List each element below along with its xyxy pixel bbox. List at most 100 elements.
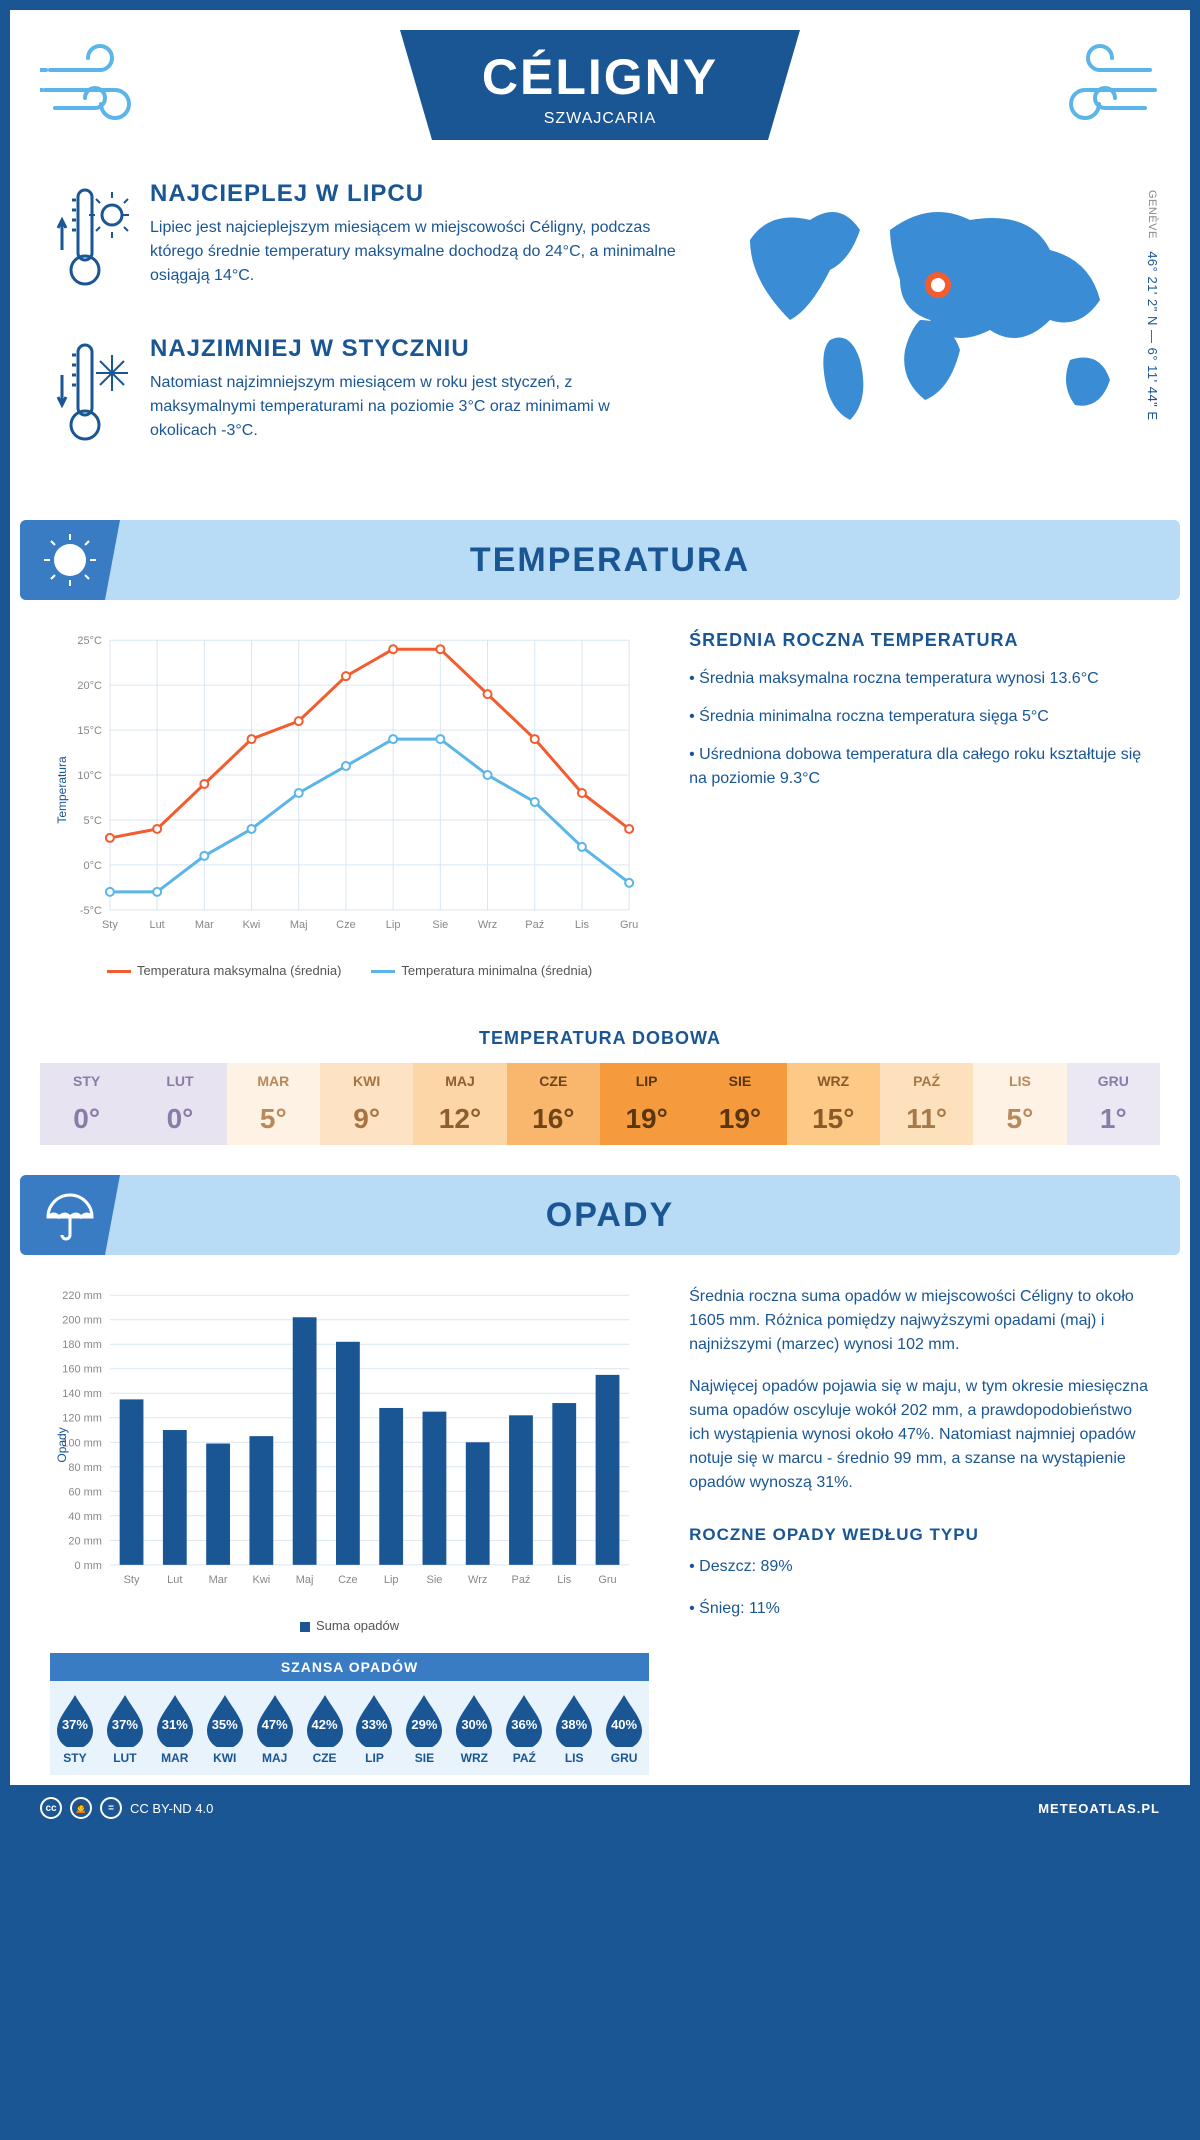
svg-text:Maj: Maj <box>290 919 308 931</box>
precip-p1: Średnia roczna suma opadów w miejscowośc… <box>689 1285 1150 1357</box>
daily-cell: LUT0° <box>133 1063 226 1145</box>
svg-text:80 mm: 80 mm <box>68 1462 102 1474</box>
chance-cell: 30%WRZ <box>449 1691 499 1765</box>
coords-text: 46° 21' 2" N — 6° 11' 44" E <box>1145 251 1160 420</box>
svg-text:0 mm: 0 mm <box>75 1560 102 1572</box>
fact-cold-title: NAJZIMNIEJ W STYCZNIU <box>150 335 680 363</box>
daily-temp-title: TEMPERATURA DOBOWA <box>10 1028 1190 1049</box>
section-precipitation: OPADY <box>20 1175 1180 1255</box>
coordinates: GENÈVE 46° 21' 2" N — 6° 11' 44" E <box>1145 190 1160 421</box>
chance-cell: 37%LUT <box>100 1691 150 1765</box>
license-text: CC BY-ND 4.0 <box>130 1801 213 1816</box>
svg-text:10°C: 10°C <box>77 770 102 782</box>
site-name: METEOATLAS.PL <box>1038 1801 1160 1816</box>
chance-cell: 35%KWI <box>200 1691 250 1765</box>
region-label: GENÈVE <box>1146 190 1158 239</box>
svg-text:25°C: 25°C <box>77 635 102 647</box>
daily-cell: SIE19° <box>693 1063 786 1145</box>
svg-text:Mar: Mar <box>209 1574 228 1586</box>
umbrella-icon <box>20 1175 120 1255</box>
svg-text:160 mm: 160 mm <box>62 1364 102 1376</box>
svg-text:Temperatura: Temperatura <box>55 756 69 824</box>
wind-decor-right <box>1040 40 1160 130</box>
precipitation-info: Średnia roczna suma opadów w miejscowośc… <box>689 1285 1150 1775</box>
type-title: ROCZNE OPADY WEDŁUG TYPU <box>689 1525 1150 1545</box>
svg-text:220 mm: 220 mm <box>62 1290 102 1302</box>
top-section: NAJCIEPLEJ W LIPCU Lipiec jest najcieple… <box>10 150 1190 520</box>
temp-info-p2: • Uśredniona dobowa temperatura dla całe… <box>689 743 1150 791</box>
facts-column: NAJCIEPLEJ W LIPCU Lipiec jest najcieple… <box>50 180 680 490</box>
city-title: CÉLIGNY <box>460 48 740 106</box>
temp-legend: Temperatura maksymalna (średnia) Tempera… <box>50 963 649 978</box>
section-temperature: TEMPERATURA <box>20 520 1180 600</box>
chance-cell: 31%MAR <box>150 1691 200 1765</box>
chance-cell: 29%SIE <box>399 1691 449 1765</box>
precipitation-body: 0 mm20 mm40 mm60 mm80 mm100 mm120 mm140 … <box>10 1255 1190 1785</box>
svg-text:180 mm: 180 mm <box>62 1339 102 1351</box>
nd-icon: = <box>100 1797 122 1819</box>
svg-text:60 mm: 60 mm <box>68 1486 102 1498</box>
fact-cold-text: Natomiast najzimniejszym miesiącem w rok… <box>150 371 680 443</box>
header: CÉLIGNY SZWAJCARIA <box>10 10 1190 150</box>
by-icon: 🙍 <box>70 1797 92 1819</box>
svg-text:0°C: 0°C <box>84 860 102 872</box>
type-rain: • Deszcz: 89% <box>689 1555 1150 1579</box>
svg-text:5°C: 5°C <box>84 815 102 827</box>
temp-info-p1: • Średnia minimalna roczna temperatura s… <box>689 705 1150 729</box>
legend-max: Temperatura maksymalna (średnia) <box>137 963 341 978</box>
chance-cell: 47%MAJ <box>250 1691 300 1765</box>
svg-text:Kwi: Kwi <box>253 1574 271 1586</box>
chance-cell: 36%PAŹ <box>499 1691 549 1765</box>
title-band: CÉLIGNY SZWAJCARIA <box>400 30 800 140</box>
svg-text:Lip: Lip <box>384 1574 399 1586</box>
map-column: GENÈVE 46° 21' 2" N — 6° 11' 44" E <box>710 180 1150 490</box>
svg-text:Sty: Sty <box>102 919 118 931</box>
svg-text:Wrz: Wrz <box>478 919 497 931</box>
daily-cell: GRU1° <box>1067 1063 1160 1145</box>
svg-text:Paź: Paź <box>525 919 544 931</box>
svg-text:Lis: Lis <box>575 919 590 931</box>
daily-cell: PAŹ11° <box>880 1063 973 1145</box>
section-temp-title: TEMPERATURA <box>120 541 1180 580</box>
daily-cell: LIS5° <box>973 1063 1066 1145</box>
svg-text:Lut: Lut <box>149 919 164 931</box>
svg-text:Lut: Lut <box>167 1574 182 1586</box>
svg-text:Sie: Sie <box>432 919 448 931</box>
svg-text:Gru: Gru <box>620 919 638 931</box>
daily-cell: CZE16° <box>507 1063 600 1145</box>
temp-info-p0: • Średnia maksymalna roczna temperatura … <box>689 667 1150 691</box>
svg-text:Cze: Cze <box>338 1574 358 1586</box>
type-snow: • Śnieg: 11% <box>689 1597 1150 1621</box>
svg-text:Maj: Maj <box>296 1574 314 1586</box>
fact-hottest: NAJCIEPLEJ W LIPCU Lipiec jest najcieple… <box>50 180 680 305</box>
chance-cell: 37%STY <box>50 1691 100 1765</box>
svg-text:Lis: Lis <box>557 1574 572 1586</box>
daily-cell: LIP19° <box>600 1063 693 1145</box>
svg-text:Paź: Paź <box>512 1574 531 1586</box>
sun-icon <box>20 520 120 600</box>
svg-text:-5°C: -5°C <box>80 905 102 917</box>
svg-text:Lip: Lip <box>386 919 401 931</box>
section-precip-title: OPADY <box>120 1196 1180 1235</box>
fact-coldest: NAJZIMNIEJ W STYCZNIU Natomiast najzimni… <box>50 335 680 460</box>
footer: cc 🙍 = CC BY-ND 4.0 METEOATLAS.PL <box>10 1785 1190 1831</box>
svg-text:Sty: Sty <box>124 1574 140 1586</box>
world-map-icon <box>710 180 1150 440</box>
legend-precip: Suma opadów <box>316 1618 399 1633</box>
chance-row: 37%STY37%LUT31%MAR35%KWI47%MAJ42%CZE33%L… <box>50 1681 649 1775</box>
thermometer-cold-icon <box>50 335 130 460</box>
precip-type-box: ROCZNE OPADY WEDŁUG TYPU • Deszcz: 89% •… <box>689 1525 1150 1621</box>
temperature-info: ŚREDNIA ROCZNA TEMPERATURA • Średnia mak… <box>689 630 1150 978</box>
legend-min: Temperatura minimalna (średnia) <box>401 963 592 978</box>
svg-text:Sie: Sie <box>427 1574 443 1586</box>
svg-text:Gru: Gru <box>598 1574 616 1586</box>
svg-text:120 mm: 120 mm <box>62 1413 102 1425</box>
chance-cell: 42%CZE <box>300 1691 350 1765</box>
fact-hot-text: Lipiec jest najcieplejszym miesiącem w m… <box>150 216 680 288</box>
chance-box: SZANSA OPADÓW 37%STY37%LUT31%MAR35%KWI47… <box>50 1653 649 1775</box>
svg-text:140 mm: 140 mm <box>62 1388 102 1400</box>
precipitation-chart: 0 mm20 mm40 mm60 mm80 mm100 mm120 mm140 … <box>50 1285 649 1775</box>
svg-text:Opady: Opady <box>55 1427 69 1462</box>
chance-cell: 33%LIP <box>350 1691 400 1765</box>
country-subtitle: SZWAJCARIA <box>460 110 740 128</box>
